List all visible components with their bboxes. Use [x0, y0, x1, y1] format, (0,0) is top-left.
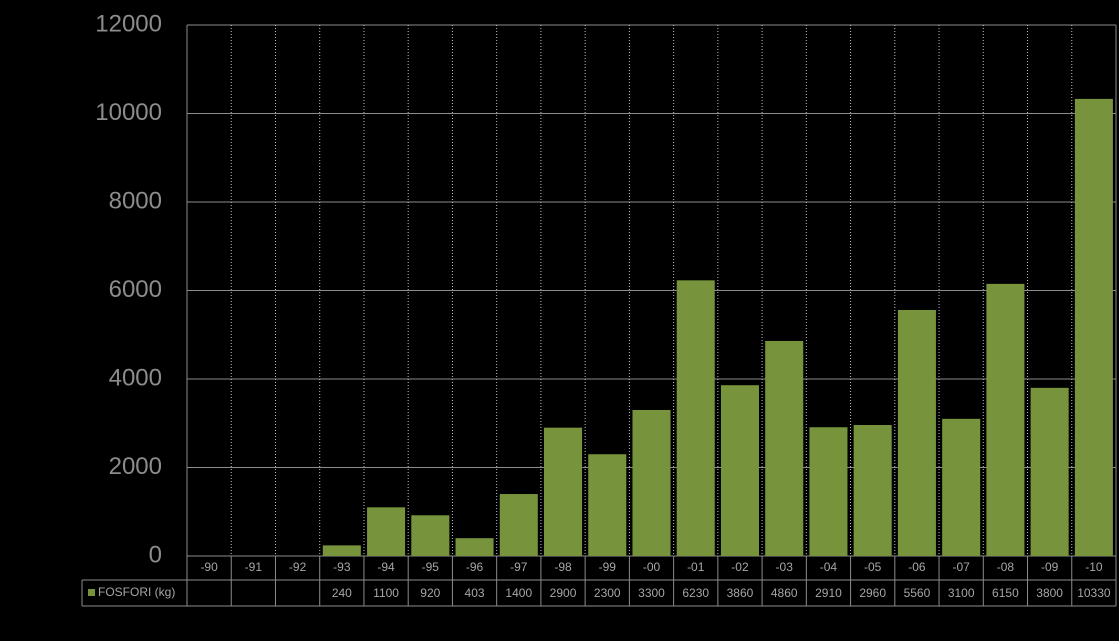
- table-value: 2910: [815, 586, 842, 600]
- table-value: 1100: [373, 586, 399, 600]
- y-tick-label: 12000: [95, 10, 162, 37]
- table-value: 2960: [859, 586, 886, 600]
- x-tick-label: -90: [200, 560, 218, 574]
- x-tick-label: -95: [422, 560, 440, 574]
- table-value: 2300: [594, 586, 621, 600]
- legend-swatch: [88, 589, 95, 596]
- bar: [411, 515, 450, 556]
- bar: [986, 283, 1025, 556]
- x-tick-label: -03: [776, 560, 794, 574]
- y-tick-label: 8000: [109, 187, 162, 214]
- x-tick-label: -99: [599, 560, 617, 574]
- table-value: 3860: [727, 586, 754, 600]
- table-value: 2900: [550, 586, 577, 600]
- bar: [1030, 387, 1069, 556]
- table-value: 403: [465, 586, 485, 600]
- bar: [720, 385, 759, 556]
- table-value: 4860: [771, 586, 798, 600]
- x-tick-label: -02: [731, 560, 749, 574]
- x-tick-label: -04: [820, 560, 838, 574]
- bar: [676, 280, 715, 556]
- x-tick-label: -05: [864, 560, 882, 574]
- x-tick-label: -01: [687, 560, 705, 574]
- bar: [765, 340, 804, 556]
- y-tick-label: 10000: [95, 99, 162, 126]
- x-tick-label: -08: [997, 560, 1015, 574]
- x-tick-label: -91: [245, 560, 263, 574]
- x-tick-label: -98: [554, 560, 572, 574]
- table-value: 6150: [992, 586, 1019, 600]
- table-value: 10330: [1077, 586, 1111, 600]
- x-tick-label: -07: [952, 560, 970, 574]
- x-tick-label: -93: [333, 560, 351, 574]
- x-tick-label: -97: [510, 560, 528, 574]
- table-value: 920: [420, 586, 440, 600]
- table-value: 240: [332, 586, 352, 600]
- x-tick-label: -96: [466, 560, 484, 574]
- table-value: 1400: [505, 586, 532, 600]
- y-tick-label: 6000: [109, 276, 162, 303]
- table-value: 3300: [638, 586, 665, 600]
- bar: [367, 507, 406, 556]
- table-value: 3800: [1036, 586, 1063, 600]
- bar: [588, 454, 627, 556]
- bar: [1074, 98, 1113, 557]
- bar: [499, 494, 538, 556]
- bar: [322, 545, 361, 556]
- bar: [632, 409, 671, 556]
- x-tick-label: -94: [377, 560, 395, 574]
- table-value: 3100: [948, 586, 975, 600]
- table-value: 6230: [682, 586, 709, 600]
- y-tick-label: 2000: [109, 453, 162, 480]
- x-tick-label: -10: [1085, 560, 1103, 574]
- x-tick-label: -92: [289, 560, 307, 574]
- bar: [544, 427, 583, 556]
- y-tick-label: 0: [149, 541, 162, 568]
- x-tick-label: -09: [1041, 560, 1059, 574]
- legend-label: FOSFORI (kg): [98, 585, 175, 599]
- bar: [853, 425, 892, 556]
- bar: [897, 309, 936, 556]
- x-tick-label: -00: [643, 560, 661, 574]
- bar: [455, 538, 494, 556]
- x-tick-label: -06: [908, 560, 926, 574]
- y-tick-label: 4000: [109, 364, 162, 391]
- bar: [942, 418, 981, 556]
- bar: [809, 427, 848, 556]
- table-value: 5560: [904, 586, 931, 600]
